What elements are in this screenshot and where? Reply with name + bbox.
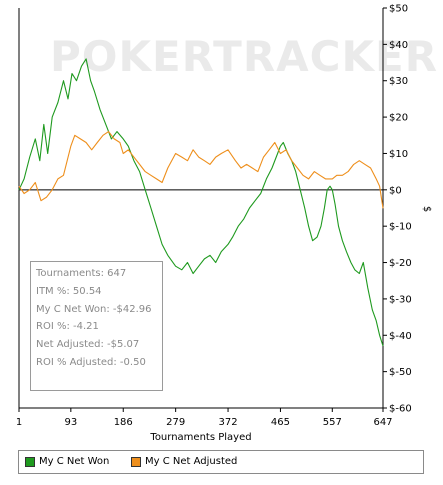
x-tick-label: 647 (373, 417, 392, 428)
x-tick-label: 372 (218, 417, 237, 428)
stat-tournaments: Tournaments: 647 (36, 268, 127, 279)
y-tick-label: $0 (389, 185, 402, 196)
stat-net-adjusted: Net Adjusted: -$5.07 (36, 339, 140, 351)
y-tick-label: $-60 (389, 404, 412, 415)
x-tick-label: 186 (114, 417, 133, 428)
y-tick-label: $-50 (389, 367, 412, 378)
stat-roi-adjusted: ROI % Adjusted: -0.50 (36, 356, 146, 368)
y-axis-title: $ (421, 206, 432, 212)
y-tick-label: $50 (389, 4, 408, 15)
legend-item-net-won[interactable]: My C Net Won (25, 456, 109, 467)
series-line-1 (18, 131, 384, 209)
y-tick-label: $-10 (389, 222, 412, 233)
x-tick-label: 465 (271, 417, 290, 428)
legend-swatch-orange-icon (131, 456, 141, 467)
x-tick-label: 557 (323, 417, 342, 428)
stat-net-won: My C Net Won: -$42.96 (36, 303, 152, 315)
legend-item-net-adjusted[interactable]: My C Net Adjusted (131, 456, 237, 467)
stat-roi: ROI %: -4.21 (36, 321, 99, 333)
y-tick-label: $30 (389, 76, 408, 87)
y-tick-label: $-40 (389, 331, 412, 342)
stat-itm: ITM %: 50.54 (36, 285, 102, 297)
x-tick-label: 93 (64, 417, 77, 428)
legend-label-net-won: My C Net Won (39, 456, 110, 467)
x-axis-title: Tournaments Played (149, 432, 251, 443)
y-tick-label: $10 (389, 149, 408, 160)
y-tick-label: $20 (389, 113, 408, 124)
legend-swatch-green-icon (25, 456, 35, 467)
y-tick-label: $-20 (389, 258, 412, 269)
watermark: POKERTRACKER (50, 32, 438, 81)
legend: My C Net Won My C Net Adjusted (18, 450, 424, 474)
y-tick-label: $40 (389, 40, 408, 51)
x-tick-label: 1 (16, 417, 22, 428)
stats-box: Tournaments: 647 ITM %: 50.54 My C Net W… (30, 261, 163, 391)
y-tick-label: $-30 (389, 294, 412, 305)
legend-label-net-adjusted: My C Net Adjusted (145, 456, 238, 467)
series-line-0 (18, 58, 384, 347)
x-tick-label: 279 (166, 417, 185, 428)
